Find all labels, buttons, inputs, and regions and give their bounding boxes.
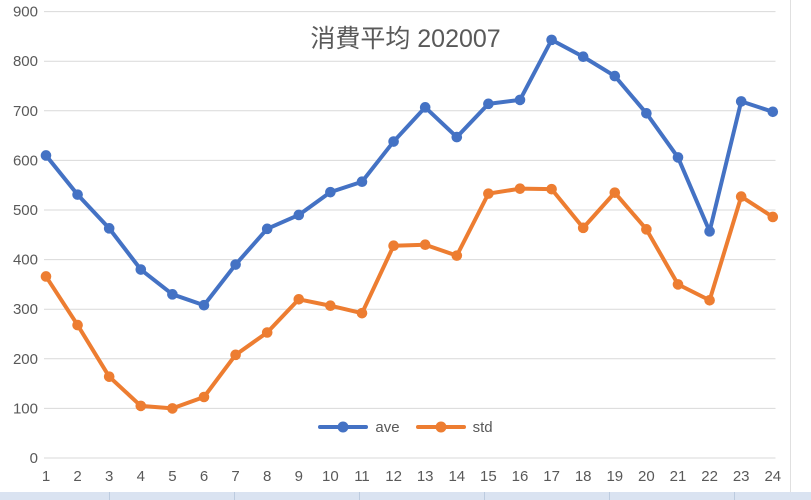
series-ave-marker-14[interactable] [451, 131, 463, 143]
series-ave-marker-10[interactable] [325, 186, 336, 198]
x-axis-tick-label-23: 23 [733, 468, 750, 485]
y-axis-tick-label-400: 400 [13, 252, 38, 269]
series-std-marker-9[interactable] [293, 293, 305, 305]
series-std-line[interactable] [44, 186, 775, 411]
series-std-marker-7[interactable] [230, 349, 241, 361]
series-std-marker-2[interactable] [72, 319, 83, 331]
y-axis-tick-label-100: 100 [13, 400, 38, 417]
x-axis-tick-label-14: 14 [448, 468, 465, 485]
series-std-marker-20[interactable] [641, 224, 652, 235]
series-std-marker-10[interactable] [325, 300, 336, 312]
series-ave-marker-4[interactable] [135, 264, 147, 275]
legend-item-std[interactable]: std [415, 418, 493, 436]
series-ave-line[interactable] [44, 37, 775, 308]
series-ave-marker-1[interactable] [40, 150, 52, 161]
x-axis-tick-label-1: 1 [42, 468, 50, 485]
series-ave-marker-12[interactable] [388, 136, 399, 147]
y-axis-tick-label-900: 900 [13, 4, 38, 21]
x-axis-tick-label-16: 16 [512, 468, 529, 485]
x-axis-tick-label-22: 22 [701, 468, 718, 485]
series-ave-marker-22[interactable] [704, 226, 715, 237]
series-std-marker-23[interactable] [735, 191, 747, 202]
x-axis-tick-label-4: 4 [137, 468, 145, 485]
y-axis-tick-label-300: 300 [13, 301, 38, 318]
series-ave-marker-8[interactable] [261, 223, 273, 235]
series-ave-marker-24[interactable] [767, 106, 779, 118]
series-std-marker-22[interactable] [704, 294, 715, 306]
series-std-marker-21[interactable] [672, 279, 684, 290]
x-axis-tick-label-20: 20 [638, 468, 655, 485]
spreadsheet-row-strip [0, 492, 811, 500]
series-std-marker-24[interactable] [767, 211, 779, 223]
x-axis-tick-label-18: 18 [575, 468, 592, 485]
ave-series-line-marker-icon [318, 421, 369, 433]
legend: ave std [0, 417, 811, 437]
legend-item-ave[interactable]: ave [318, 418, 400, 436]
y-axis-tick-label-500: 500 [13, 202, 38, 219]
spreadsheet-column-gridline [790, 0, 791, 492]
x-axis-tick-label-5: 5 [168, 468, 176, 485]
series-ave-marker-13[interactable] [419, 102, 431, 113]
ave-series-dot-icon [337, 421, 349, 433]
series-std-marker-8[interactable] [261, 327, 273, 338]
series-ave-marker-20[interactable] [641, 107, 652, 119]
chart-title[interactable]: 消費平均 202007 [310, 25, 501, 53]
series-ave-marker-9[interactable] [293, 209, 305, 221]
x-axis-tick-label-12: 12 [385, 468, 402, 485]
x-axis-tick-label-24: 24 [764, 468, 781, 485]
x-axis-tick-label-15: 15 [480, 468, 497, 485]
x-axis-tick-label-9: 9 [295, 468, 303, 485]
series-std-marker-19[interactable] [609, 187, 621, 198]
x-axis-tick-label-8: 8 [263, 468, 271, 485]
series-ave-marker-16[interactable] [514, 94, 526, 106]
series-std-marker-13[interactable] [419, 239, 431, 251]
series-std-marker-18[interactable] [577, 222, 589, 234]
y-axis-tick-label-200: 200 [13, 351, 38, 368]
series-ave-marker-17[interactable] [546, 34, 557, 46]
series-ave-marker-5[interactable] [167, 289, 178, 300]
series-ave-marker-21[interactable] [672, 152, 684, 163]
series-std-marker-11[interactable] [356, 307, 368, 319]
series-std-marker-5[interactable] [167, 403, 178, 414]
series-std-marker-6[interactable] [198, 391, 210, 403]
y-axis-tick-label-700: 700 [13, 103, 38, 120]
y-axis-tick-label-600: 600 [13, 152, 38, 169]
series-std-marker-15[interactable] [483, 188, 494, 199]
series-ave-marker-23[interactable] [735, 96, 747, 107]
legend-label-ave: ave [375, 418, 400, 436]
series-ave-marker-18[interactable] [577, 51, 589, 63]
x-axis-tick-label-2: 2 [73, 468, 81, 485]
series-std-marker-17[interactable] [546, 183, 557, 195]
series-ave-marker-15[interactable] [483, 98, 494, 110]
x-axis-tick-label-21: 21 [670, 468, 687, 485]
series-ave-marker-2[interactable] [72, 189, 83, 200]
y-axis-tick-label-800: 800 [13, 53, 38, 70]
series-std-marker-12[interactable] [388, 240, 399, 252]
x-axis-tick-label-6: 6 [200, 468, 208, 485]
std-series-dot-icon [435, 421, 447, 433]
series-ave-marker-3[interactable] [103, 223, 115, 234]
series-std-marker-1[interactable] [40, 271, 52, 282]
series-std-marker-3[interactable] [103, 371, 115, 382]
series-std-marker-4[interactable] [135, 400, 147, 412]
x-axis-tick-label-7: 7 [231, 468, 239, 485]
series-ave-marker-7[interactable] [230, 259, 241, 270]
x-axis-tick-label-10: 10 [322, 468, 339, 485]
x-axis-tick-label-19: 19 [606, 468, 623, 485]
y-axis-tick-label-0: 0 [30, 450, 38, 467]
x-axis-tick-label-3: 3 [105, 468, 113, 485]
legend-label-std: std [472, 418, 493, 436]
x-axis-tick-label-13: 13 [417, 468, 434, 485]
series-std-marker-14[interactable] [451, 250, 463, 261]
series-ave-marker-19[interactable] [609, 70, 621, 82]
std-series-line-marker-icon [415, 421, 466, 433]
series-std-marker-16[interactable] [514, 183, 526, 194]
x-axis-tick-label-17: 17 [543, 468, 560, 485]
series-ave-marker-11[interactable] [356, 176, 368, 188]
series-ave-marker-6[interactable] [198, 299, 210, 311]
x-axis-tick-label-11: 11 [354, 468, 370, 485]
